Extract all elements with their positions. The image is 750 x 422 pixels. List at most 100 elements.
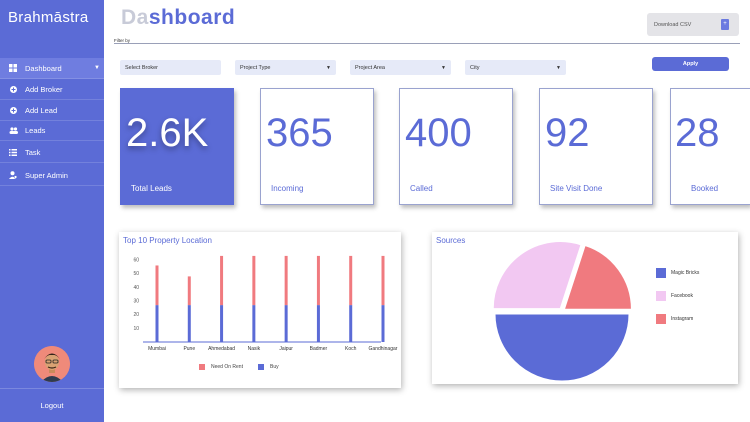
stat-value: 2.6K — [126, 111, 209, 155]
bar-segment-need-on-rent — [349, 255, 353, 306]
legend-swatch — [656, 268, 666, 278]
bar-segment-need-on-rent — [284, 255, 288, 306]
select-broker-input[interactable]: Select Broker — [120, 60, 221, 75]
legend-swatch — [258, 364, 264, 370]
x-tick-label: Nasik — [248, 346, 261, 352]
legend-label: Facebook — [671, 293, 693, 299]
sidebar: Brahmāstra Dashboard ▼ Add Broker Add Le… — [0, 0, 104, 422]
page-title-part: Da — [121, 6, 149, 29]
legend-label: Magic Bricks — [671, 270, 700, 276]
sidebar-item-add-lead[interactable]: Add Lead — [0, 100, 104, 121]
legend-instagram: Instagram — [656, 314, 693, 324]
y-tick-label: 50 — [133, 271, 139, 277]
bar-segment-need-on-rent — [252, 255, 256, 306]
bar-segment-buy — [316, 305, 320, 342]
sidebar-item-label: Super Admin — [25, 170, 68, 180]
chart-title: Sources — [436, 236, 466, 245]
avatar[interactable] — [34, 346, 70, 382]
project-area-select[interactable]: Project Area ▼ — [350, 60, 451, 75]
bar-segment-need-on-rent — [187, 276, 191, 306]
plus-circle-icon — [8, 105, 18, 115]
x-tick-label: Gandhinagar — [369, 346, 398, 352]
project-type-select[interactable]: Project Type ▼ — [235, 60, 336, 75]
stat-card-site-visit: 92 Site Visit Done — [539, 88, 653, 205]
bar-segment-need-on-rent — [381, 255, 385, 306]
sidebar-item-label: Leads — [25, 125, 46, 135]
legend-swatch — [656, 314, 666, 324]
legend-label: Buy — [270, 364, 279, 370]
sidebar-item-label: Add Lead — [25, 105, 58, 115]
bar-segment-need-on-rent — [220, 255, 224, 306]
y-tick-label: 20 — [133, 312, 139, 318]
bar-segment-buy — [381, 305, 385, 342]
sidebar-item-leads[interactable]: Leads — [0, 120, 104, 141]
apply-button[interactable]: Apply — [652, 57, 729, 71]
pie-slice-magic-bricks — [494, 313, 630, 382]
bar-segment-buy — [187, 305, 191, 342]
grid-icon — [8, 63, 18, 73]
city-select[interactable]: City ▼ — [465, 60, 566, 75]
x-tick-label: Koch — [345, 346, 357, 352]
stat-label: Called — [410, 184, 433, 193]
project-type-label: Project Type — [240, 64, 271, 71]
user-admin-icon — [8, 170, 18, 180]
sources-chart-panel: Sources Magic Bricks Facebook Instagram — [432, 232, 738, 384]
bar-segment-buy — [220, 305, 224, 342]
chart-title: Top 10 Property Location — [123, 236, 212, 245]
y-tick-label: 10 — [133, 326, 139, 332]
page-title-part: shboard — [148, 6, 236, 29]
stat-card-called: 400 Called — [399, 88, 513, 205]
plus-circle-icon — [8, 84, 18, 94]
list-icon — [8, 147, 18, 157]
city-label: City — [470, 64, 480, 71]
page-title: Dashboard — [121, 6, 235, 30]
bar-segment-need-on-rent — [155, 265, 159, 306]
stat-value: 365 — [266, 111, 333, 155]
pie-chart — [492, 241, 632, 382]
project-area-label: Project Area — [355, 64, 385, 71]
chevron-down-icon: ▼ — [326, 64, 331, 71]
file-add-icon: + — [721, 19, 729, 30]
sidebar-item-label: Dashboard — [25, 63, 62, 73]
stat-value: 92 — [545, 111, 590, 155]
download-csv-label: Download CSV — [654, 21, 692, 28]
bar-segment-need-on-rent — [316, 255, 320, 306]
x-tick-label: Ahmedabad — [208, 346, 235, 352]
y-tick-label: 30 — [133, 299, 139, 305]
logout-button[interactable]: Logout — [0, 388, 104, 422]
legend-magic-bricks: Magic Bricks — [656, 268, 699, 278]
stat-card-total-leads: 2.6K Total Leads — [120, 88, 234, 205]
sidebar-item-label: Add Broker — [25, 84, 63, 94]
legend-label: Need On Rent — [211, 364, 243, 370]
stat-card-booked: 28 Booked — [670, 88, 750, 205]
y-tick-label: 60 — [133, 258, 139, 264]
bar-chart: 10 20 30 40 50 60 Mumbai Pune Ahmedabad Nasik Jaip… — [133, 255, 398, 352]
sidebar-item-dashboard[interactable]: Dashboard ▼ — [0, 58, 104, 79]
filter-by-label: Filter by — [114, 38, 131, 43]
divider — [114, 43, 740, 44]
select-broker-label: Select Broker — [125, 64, 159, 71]
x-tick-label: Pune — [183, 346, 195, 352]
download-csv-button[interactable]: Download CSV + — [647, 13, 739, 36]
location-chart-panel: Top 10 Property Location 10 20 30 40 50 60 Mum… — [119, 232, 401, 388]
stat-value: 400 — [405, 111, 472, 155]
brand-logo: Brahmāstra — [8, 9, 89, 26]
sidebar-item-add-broker[interactable]: Add Broker — [0, 79, 104, 100]
users-icon — [8, 125, 18, 135]
stat-card-incoming: 365 Incoming — [260, 88, 374, 205]
bar-segment-buy — [349, 305, 353, 342]
bar-segment-buy — [252, 305, 256, 342]
legend-swatch — [199, 364, 205, 370]
legend-rent: Need On Rent — [199, 364, 243, 370]
pie-slice-instagram — [563, 244, 632, 310]
legend-facebook: Facebook — [656, 291, 693, 301]
legend-label: Instagram — [671, 316, 694, 322]
chevron-down-icon: ▼ — [94, 65, 100, 71]
legend-swatch — [656, 291, 666, 301]
sidebar-item-task[interactable]: Task — [0, 142, 104, 163]
stat-label: Incoming — [271, 184, 304, 193]
stat-label: Total Leads — [131, 184, 172, 193]
x-tick-label: Jaipur — [279, 346, 293, 352]
sidebar-item-super-admin[interactable]: Super Admin — [0, 165, 104, 186]
y-tick-label: 40 — [133, 285, 139, 291]
